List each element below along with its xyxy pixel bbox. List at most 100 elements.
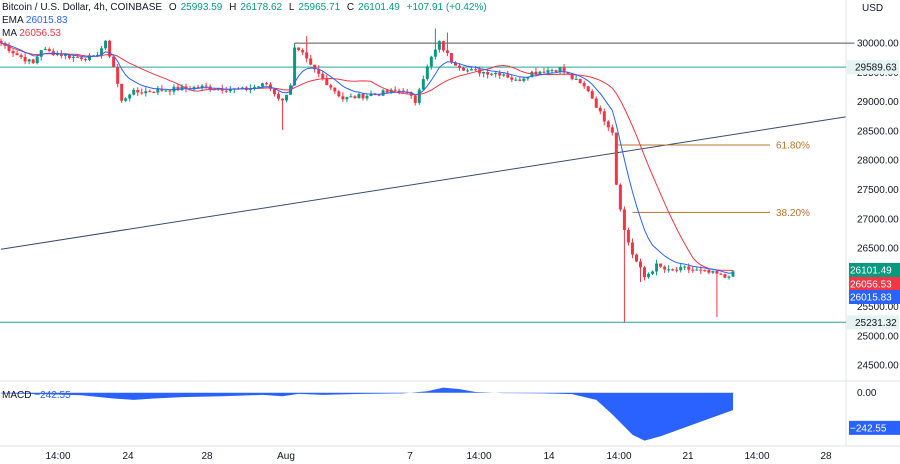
change-value: +107.91 (+0.42%) <box>406 2 487 13</box>
ema-label: EMA <box>2 15 24 26</box>
y-tick-label: 27500.00 <box>857 185 899 196</box>
candle-body <box>667 269 671 271</box>
candle-body <box>723 274 727 278</box>
symbol-title[interactable]: Bitcoin / U.S. Dollar, 4h, COINBASE <box>2 2 163 13</box>
open-label: O <box>168 2 177 13</box>
candle-body <box>441 41 445 51</box>
candle-body <box>31 59 35 64</box>
candle-body <box>337 91 341 97</box>
candle-body <box>506 74 510 78</box>
candle-body <box>598 107 602 112</box>
candle-body <box>293 47 297 86</box>
candle-body <box>393 89 397 91</box>
candle-body <box>63 54 67 56</box>
candle-body <box>490 73 494 75</box>
candle-body <box>305 52 309 59</box>
candle-body <box>691 269 695 271</box>
high-label: H <box>229 2 237 13</box>
candle-body <box>285 94 289 101</box>
candle-body <box>373 94 377 96</box>
candle-body <box>683 266 687 268</box>
candle-body <box>325 78 329 86</box>
candle-body <box>675 269 679 271</box>
candle-body <box>474 69 478 71</box>
candle-body <box>353 96 357 99</box>
candle-body <box>19 55 23 57</box>
candle-body <box>11 51 15 54</box>
candle-body <box>421 79 425 90</box>
candle-body <box>277 94 281 99</box>
candle-body <box>699 269 703 271</box>
candle-body <box>329 85 333 88</box>
candle-body <box>711 271 715 273</box>
fib-label: 61.80% <box>776 140 810 151</box>
candle-body <box>437 41 441 50</box>
candle-body <box>333 87 337 92</box>
candle-body <box>196 87 200 89</box>
x-tick-label: 21 <box>682 451 694 462</box>
candle-body <box>345 97 349 100</box>
ma-legend[interactable]: MA 26056.53 <box>2 28 61 40</box>
candle-body <box>397 90 401 92</box>
fib-label: 38.20% <box>776 208 810 219</box>
candle-body <box>59 53 63 56</box>
candle-body <box>140 92 144 94</box>
candle-body <box>610 127 614 133</box>
candle-body <box>39 50 43 57</box>
macd-value-label: −242.55 <box>850 423 887 434</box>
ema-legend[interactable]: EMA 26015.83 <box>2 15 68 27</box>
candle-body <box>478 69 482 74</box>
level-label: 25231.32 <box>855 318 897 329</box>
candle-body <box>256 86 260 88</box>
candle-body <box>108 40 112 57</box>
candle-body <box>361 93 365 99</box>
candle-body <box>83 59 87 61</box>
candle-body <box>514 79 518 81</box>
candle-body <box>43 48 47 51</box>
open-value: 25993.59 <box>180 2 223 13</box>
y-tick-label: 27000.00 <box>857 214 899 225</box>
candle-body <box>79 57 83 60</box>
candle-body <box>365 95 369 99</box>
macd-legend[interactable]: MACD −242.55 <box>2 390 71 402</box>
candle-body <box>526 77 530 79</box>
currency-label[interactable]: USD <box>862 3 884 14</box>
chart-header: Bitcoin / U.S. Dollar, 4h, COINBASE O 259… <box>2 2 491 14</box>
low-label: L <box>288 2 295 13</box>
ma-label: MA <box>2 28 17 39</box>
candle-body <box>470 69 474 71</box>
candle-body <box>643 267 647 278</box>
last-price-label: 26101.49 <box>850 266 892 277</box>
candle-body <box>104 40 108 49</box>
candle-body <box>413 95 417 103</box>
candle-body <box>510 77 514 80</box>
candle-body <box>638 261 642 268</box>
candle-body <box>727 276 731 278</box>
last-price-label-bg <box>849 263 900 277</box>
candle-body <box>377 94 381 96</box>
candle-body <box>281 98 285 101</box>
low-value: 25965.71 <box>298 2 341 13</box>
candle-body <box>538 71 542 74</box>
candle-body <box>100 48 104 55</box>
last-price-label: 26015.83 <box>850 293 892 304</box>
candle-body <box>184 86 188 89</box>
candle-body <box>313 64 317 70</box>
candle-body <box>618 184 622 210</box>
y-tick-label: 28000.00 <box>857 156 899 167</box>
candle-body <box>494 72 498 74</box>
candle-body <box>570 73 574 80</box>
candle-body <box>0 40 3 44</box>
candle-body <box>317 69 321 74</box>
candle-body <box>168 90 172 92</box>
candle-body <box>449 53 453 63</box>
candle-body <box>590 91 594 99</box>
last-price-label-bg <box>849 290 900 304</box>
y-tick-label: 30000.00 <box>857 39 899 50</box>
close-value: 26101.49 <box>358 2 400 13</box>
candle-body <box>715 271 719 274</box>
candle-body <box>47 48 51 52</box>
candle-body <box>498 72 502 76</box>
candle-body <box>458 65 462 68</box>
